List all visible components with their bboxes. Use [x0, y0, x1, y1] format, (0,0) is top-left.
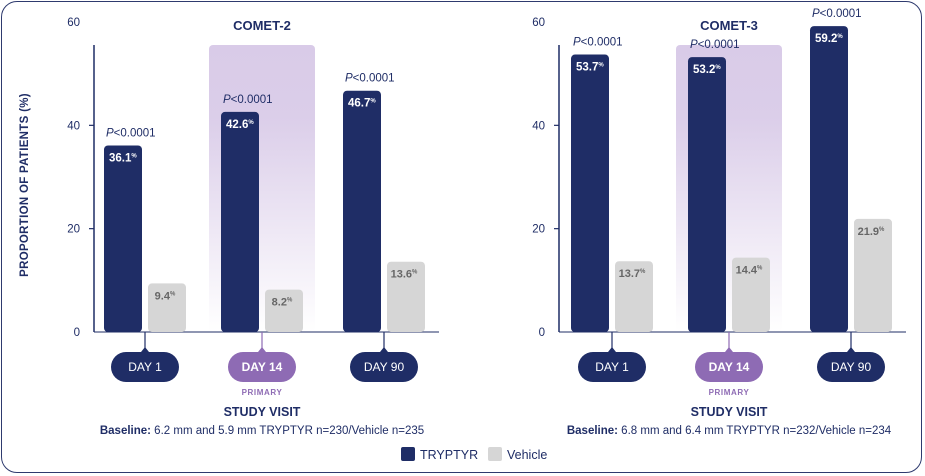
y-axis-title: PROPORTION OF PATIENTS (%) — [19, 93, 31, 277]
p-value-label: P<0.0001 — [345, 73, 395, 85]
baseline-note: Baseline: 6.2 mm and 5.9 mm TRYPTYR n=23… — [100, 425, 424, 437]
category-pill — [350, 352, 418, 382]
y-tick-label: 40 — [532, 120, 545, 132]
bar-tryptyr — [221, 111, 259, 333]
p-value-label: P<0.0001 — [573, 37, 623, 49]
legend-label-tryptyr: TRYPTYR — [420, 448, 478, 462]
data-label-vehicle: 21.9% — [858, 226, 885, 238]
category-sublabel: PRIMARY — [242, 388, 283, 397]
chart-title: COMET-3 — [700, 18, 758, 33]
category-pill — [578, 352, 646, 382]
category-pointer — [258, 347, 266, 352]
data-label-tryptyr: 59.2% — [815, 33, 843, 45]
category-label: DAY 14 — [709, 360, 750, 374]
p-value-label: P<0.0001 — [690, 39, 740, 51]
bar-vehicle — [615, 261, 653, 332]
p-value-label: P<0.0001 — [812, 8, 862, 20]
category-pointer — [141, 347, 149, 352]
bar-tryptyr — [810, 26, 848, 333]
data-label-tryptyr: 46.7% — [348, 98, 376, 110]
category-label: DAY 90 — [364, 360, 405, 374]
category-sublabel: PRIMARY — [709, 388, 750, 397]
y-tick-label: 0 — [74, 327, 80, 339]
legend-swatch-tryptyr — [401, 447, 415, 461]
legend-label-vehicle: Vehicle — [507, 448, 547, 462]
legend: TRYPTYR Vehicle — [401, 447, 547, 462]
category-label: DAY 1 — [128, 360, 162, 374]
data-label-tryptyr: 53.2% — [693, 64, 721, 76]
category-pointer — [608, 347, 616, 352]
bar-tryptyr — [688, 57, 726, 333]
category-label: DAY 14 — [242, 360, 283, 374]
data-label-tryptyr: 36.1% — [109, 152, 137, 164]
category-pill — [695, 352, 763, 382]
y-tick-label: 60 — [532, 17, 545, 29]
data-label-vehicle: 13.6% — [391, 269, 418, 281]
x-axis-title: STUDY VISIT — [224, 405, 301, 419]
category-pointer — [725, 347, 733, 352]
data-label-tryptyr: 53.7% — [576, 62, 604, 74]
bar-tryptyr — [343, 90, 381, 332]
p-value-label: P<0.0001 — [223, 94, 273, 106]
y-tick-label: 0 — [539, 327, 545, 339]
baseline-note: Baseline: 6.8 mm and 6.4 mm TRYPTYR n=23… — [567, 425, 892, 437]
category-pill — [228, 352, 296, 382]
category-pointer — [847, 347, 855, 352]
x-axis-title: STUDY VISIT — [691, 405, 768, 419]
category-pill — [111, 352, 179, 382]
bar-tryptyr — [571, 54, 609, 333]
category-label: DAY 1 — [595, 360, 629, 374]
bar-vehicle — [732, 257, 770, 332]
data-label-vehicle: 13.7% — [619, 268, 646, 280]
bar-vehicle — [265, 289, 303, 332]
category-pill — [817, 352, 885, 382]
y-tick-label: 20 — [67, 224, 80, 236]
bar-vehicle — [854, 218, 892, 332]
bar-vehicle — [148, 283, 186, 332]
y-tick-label: 20 — [532, 224, 545, 236]
y-tick-label: 40 — [67, 120, 80, 132]
category-label: DAY 90 — [831, 360, 872, 374]
chart-title: COMET-2 — [233, 18, 291, 33]
bar-tryptyr — [104, 145, 142, 332]
chart-panel-comet-3: COMET-3 0 20 40 60 53.7% P<0.0001 13.7% DAY 1 53.… — [532, 8, 906, 437]
p-value-label: P<0.0001 — [106, 127, 156, 139]
y-tick-label: 60 — [67, 17, 80, 29]
data-label-tryptyr: 42.6% — [226, 119, 254, 131]
bar-vehicle — [387, 261, 425, 332]
legend-swatch-vehicle — [488, 447, 502, 461]
category-pointer — [380, 347, 388, 352]
data-label-vehicle: 14.4% — [736, 265, 763, 277]
